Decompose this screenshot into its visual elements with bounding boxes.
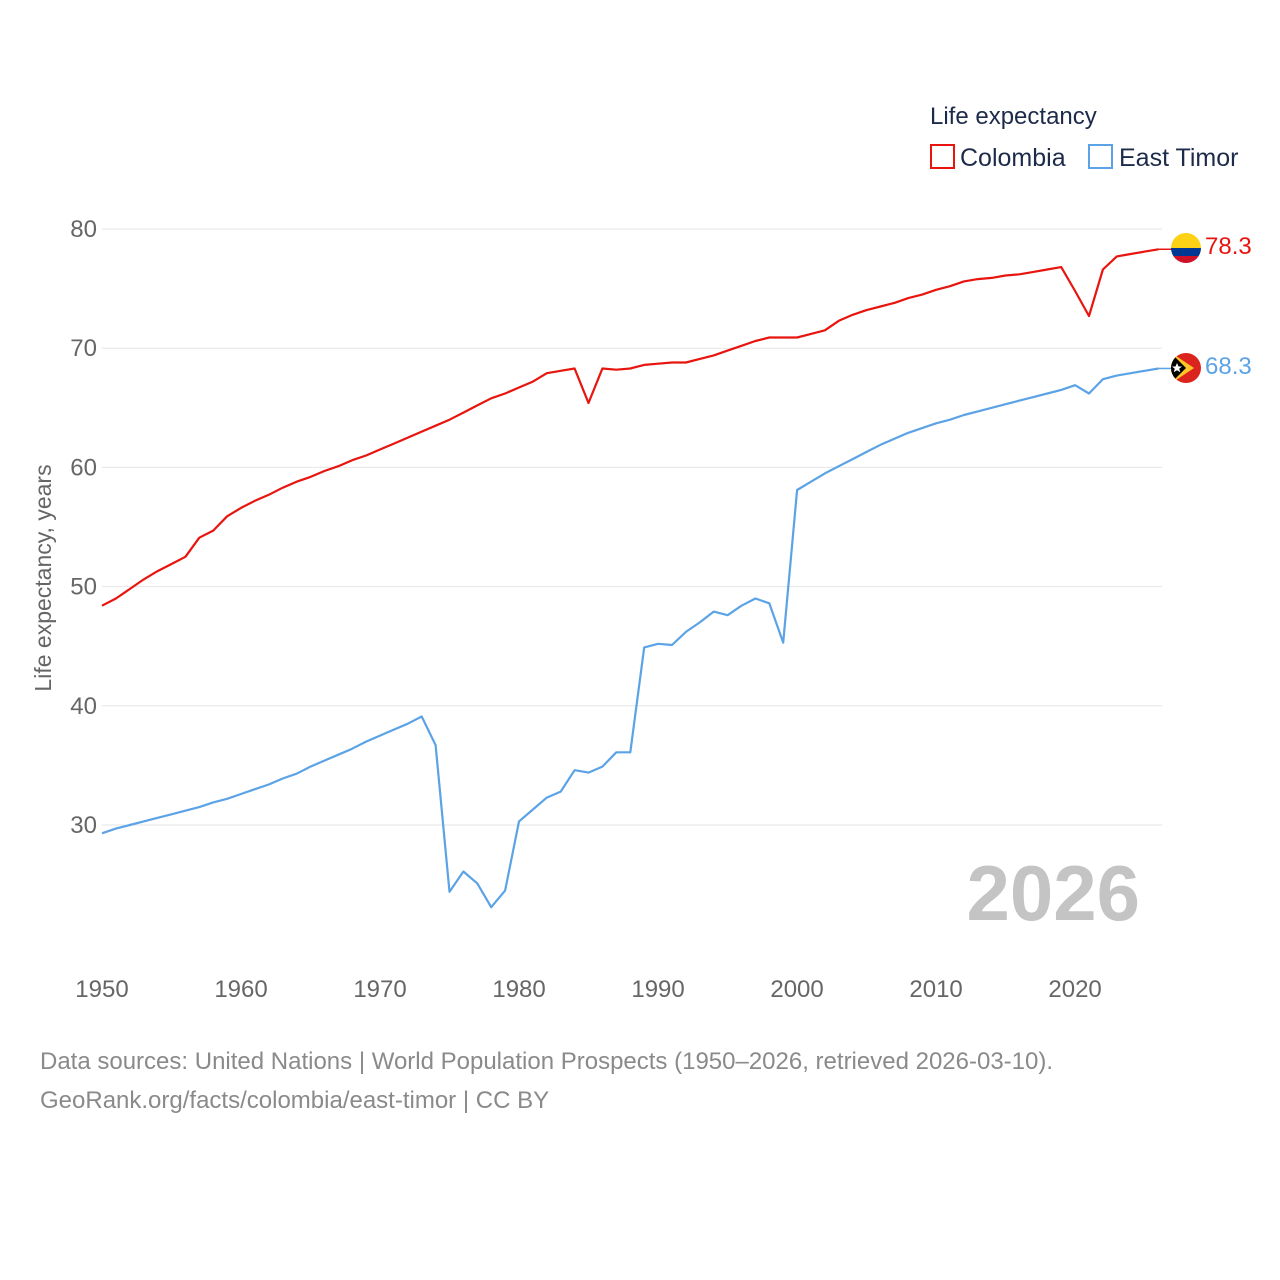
end-label-east-timor: 68.3 — [1205, 353, 1252, 380]
legend-item-east-timor[interactable]: East Timor — [1088, 144, 1238, 172]
x-tick-label: 2020 — [1048, 976, 1101, 1003]
legend-label-colombia: Colombia — [960, 144, 1066, 172]
y-tick-label: 70 — [70, 335, 97, 362]
y-tick-label: 50 — [70, 574, 97, 601]
attribution-link[interactable]: GeoRank.org/facts/colombia/east-timor | … — [40, 1087, 550, 1114]
tick-layer: 30 40 50 60 70 80 1950 1960 1970 1980 1990 2000 2010… — [70, 216, 1101, 1003]
grid-layer — [102, 228, 1162, 826]
x-tick-label: 1980 — [492, 976, 545, 1003]
life-expectancy-chart: Life expectancy Colombia East Timor Life… — [30, 103, 1252, 1003]
legend-title: Life expectancy — [930, 103, 1097, 130]
legend-label-east-timor: East Timor — [1119, 144, 1238, 172]
legend-swatch-colombia — [930, 144, 955, 169]
series-layer — [101, 248, 1172, 909]
y-tick-label: 30 — [70, 812, 97, 839]
x-tick-label: 1970 — [353, 976, 406, 1003]
x-tick-label: 1990 — [631, 976, 684, 1003]
y-tick-label: 80 — [70, 216, 97, 243]
series-line-colombia[interactable] — [101, 248, 1159, 607]
legend-item-colombia[interactable]: Colombia — [930, 144, 1066, 172]
series-line-east-timor[interactable] — [101, 367, 1159, 909]
x-tick-label: 1960 — [214, 976, 267, 1003]
year-watermark: 2026 — [966, 849, 1140, 937]
end-label-colombia: 78.3 — [1205, 233, 1252, 260]
footer: Data sources: United Nations | World Pop… — [40, 1042, 1053, 1120]
data-source-note: Data sources: United Nations | World Pop… — [40, 1048, 1054, 1075]
x-tick-label: 2010 — [909, 976, 962, 1003]
x-tick-label: 2000 — [770, 976, 823, 1003]
east-timor-flag-icon — [1171, 353, 1201, 383]
legend-swatch-east-timor — [1088, 144, 1113, 169]
y-tick-label: 40 — [70, 693, 97, 720]
x-tick-label: 1950 — [75, 976, 128, 1003]
y-axis-title: Life expectancy, years — [30, 464, 56, 691]
y-tick-label: 60 — [70, 454, 97, 481]
colombia-flag-icon — [1171, 233, 1201, 263]
